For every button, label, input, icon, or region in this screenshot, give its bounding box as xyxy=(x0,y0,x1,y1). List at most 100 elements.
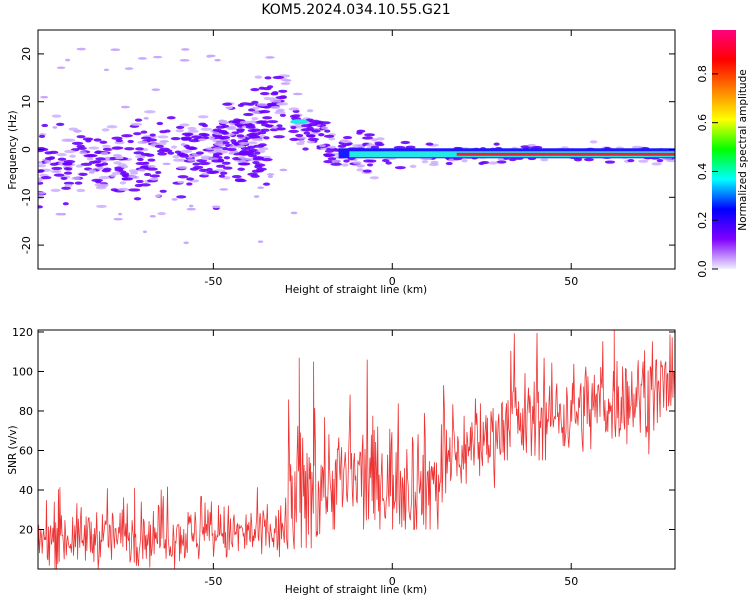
snr-y-ticks: 20 40 60 80 100 120 xyxy=(12,326,675,536)
spectrogram-blob xyxy=(114,141,125,145)
spectrogram-blob xyxy=(247,154,257,158)
snr-x-tick-label: -50 xyxy=(204,575,222,588)
spectrogram-blob xyxy=(288,107,300,111)
spectrogram-blob xyxy=(421,160,429,164)
spectrogram-blob xyxy=(201,133,210,137)
spectrogram-blob xyxy=(222,102,233,106)
spectrogram-blob xyxy=(98,176,111,180)
spectrogram-outlier xyxy=(280,82,291,85)
spectrogram-blob xyxy=(328,137,336,141)
spectrogram-blob xyxy=(121,134,133,138)
snr-x-tick-label: 0 xyxy=(389,575,396,588)
spectrogram-blob xyxy=(352,144,363,148)
spectrogram-blob xyxy=(400,140,411,145)
spectrogram-blob xyxy=(323,160,334,164)
spectrogram-blob xyxy=(38,164,47,168)
spectrogram-blob xyxy=(318,133,325,137)
spectrogram-blob xyxy=(110,188,119,192)
spectrogram-blob xyxy=(149,174,161,178)
spectrogram-blob xyxy=(238,141,249,146)
spectrogram-blob xyxy=(225,147,237,152)
spectrogram-blob xyxy=(260,128,270,132)
spectrogram-blob xyxy=(121,177,134,181)
spectrogram-blob xyxy=(573,158,583,162)
spectrogram-blob xyxy=(233,142,241,146)
spectrogram-blob xyxy=(279,95,287,99)
spectrogram-blob xyxy=(352,161,362,165)
spectrogram-blob xyxy=(159,130,167,134)
spectrogram-blob xyxy=(540,158,549,162)
spectrogram-blob xyxy=(289,137,300,141)
spectrogram-blob xyxy=(223,156,231,160)
spectrogram-outlier xyxy=(206,54,216,58)
spectrogram-blob xyxy=(133,132,142,136)
spectrogram-blob xyxy=(48,150,59,154)
spectrogram-blob xyxy=(340,139,352,144)
spectrogram-blob xyxy=(229,145,237,149)
spectrogram-blob xyxy=(430,160,439,165)
spectrogram-blob xyxy=(290,125,297,130)
spectrogram-panel: -50 0 50 -20 -10 0 10 20 Height of straight li… xyxy=(7,29,676,296)
spectrogram-blob xyxy=(154,144,164,148)
colorbar-tick-label: 0.0 xyxy=(696,260,709,278)
spectrogram-outlier xyxy=(219,188,229,191)
spectrogram-blob xyxy=(294,125,304,129)
spectrogram-blob xyxy=(307,137,320,141)
spectrogram-outlier xyxy=(95,166,105,170)
spectrogram-blob xyxy=(233,118,241,122)
spectrogram-blob xyxy=(73,129,82,133)
spectrogram-blob xyxy=(166,116,176,120)
spectrogram-blob xyxy=(217,158,224,162)
spectrogram-blob xyxy=(44,156,55,161)
snr-x-ticks: -50 0 50 xyxy=(204,330,578,588)
spectrogram-outlier xyxy=(186,207,197,211)
spectrogram-blob xyxy=(301,128,312,132)
spectrogram-blob xyxy=(164,149,173,153)
spectrogram-blob xyxy=(80,162,93,166)
spectrogram-blob xyxy=(53,173,65,177)
spectrogram-blob xyxy=(92,160,102,164)
spectrogram-blob xyxy=(51,114,62,118)
spectrogram-blob xyxy=(172,155,180,159)
spectrogram-blob xyxy=(206,170,218,174)
spectrogram-blob xyxy=(364,133,375,137)
snr-y-tick-label: 20 xyxy=(19,523,33,536)
spectrogram-outlier xyxy=(159,140,169,143)
spectrogram-blob xyxy=(362,169,372,173)
spectrogram-blob xyxy=(508,157,517,162)
snr-panel: -50 0 50 20 40 60 80 100 120 Height of straight… xyxy=(7,326,676,596)
spectrogram-blob xyxy=(106,125,118,129)
snr-y-tick-label: 100 xyxy=(12,365,33,378)
spectrogram-blob xyxy=(236,134,245,138)
spectrogram-blob xyxy=(86,157,94,161)
spectrogram-blob xyxy=(256,103,269,107)
spectrogram-blob xyxy=(270,105,281,110)
spectrogram-outlier xyxy=(151,88,161,91)
spectrogram-blob xyxy=(263,96,271,101)
spectrogram-blob xyxy=(278,89,288,93)
spectrogram-blob xyxy=(375,137,385,141)
spectrogram-outlier xyxy=(265,56,275,59)
spectrogram-blob xyxy=(218,174,226,178)
spectrogram-blob xyxy=(298,139,306,144)
spectrogram-blob xyxy=(604,160,616,164)
spectrogram-blob xyxy=(248,132,261,136)
spectrogram-blob xyxy=(95,150,102,154)
figure-title: KOM5.2024.034.10.55.G21 xyxy=(261,2,450,18)
spectrogram-blob xyxy=(221,131,228,135)
spectrogram-blob xyxy=(117,187,129,191)
spectrogram-blob xyxy=(95,204,108,209)
spectrogram-blob xyxy=(266,102,277,106)
spectrogram-blob xyxy=(94,183,103,187)
spectrogram-blob xyxy=(60,176,68,181)
spectrogram-blob xyxy=(330,162,342,166)
snr-y-tick-label: 40 xyxy=(19,484,33,497)
spectrogram-outlier xyxy=(235,145,246,148)
spectrogram-blob xyxy=(143,161,150,165)
spectrogram-blob xyxy=(234,178,245,182)
spectrogram-outlier xyxy=(238,156,246,159)
spectrogram-outlier xyxy=(103,68,110,72)
spectrogram-blob xyxy=(226,126,238,131)
spectrogram-marks xyxy=(38,47,675,245)
spectrogram-outlier xyxy=(61,212,66,216)
